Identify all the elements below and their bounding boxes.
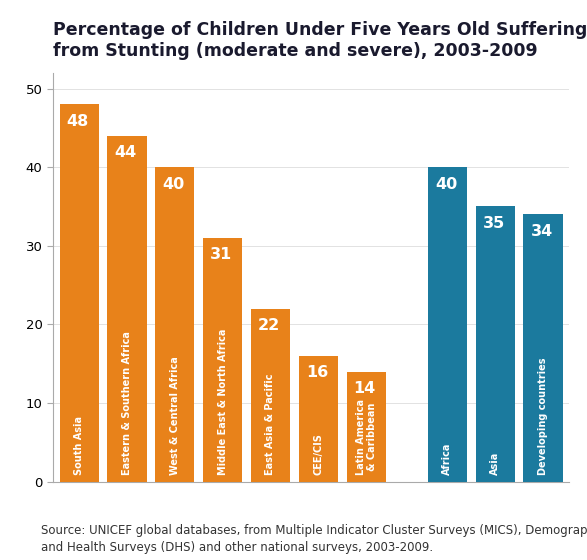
Text: Africa: Africa [443,443,453,475]
Text: East Asia & Pacific: East Asia & Pacific [265,374,275,475]
Text: 31: 31 [210,248,232,262]
Bar [428,167,467,482]
Bar [59,104,99,482]
Bar [475,207,515,482]
Text: Percentage of Children Under Five Years Old Suffering
from Stunting (moderate an: Percentage of Children Under Five Years … [53,21,587,60]
Text: 16: 16 [306,365,328,380]
Text: Asia: Asia [490,452,500,475]
Text: 40: 40 [435,176,457,192]
Bar [299,356,338,482]
Text: 34: 34 [531,224,553,239]
Bar [524,214,563,482]
Bar [203,238,242,482]
Bar [155,167,194,482]
Bar [251,309,290,482]
Text: 22: 22 [258,318,280,333]
Text: Middle East & North Africa: Middle East & North Africa [218,329,228,475]
Text: 14: 14 [353,381,376,396]
Bar [346,371,386,482]
Text: South Asia: South Asia [74,416,84,475]
Text: Eastern & Southern Africa: Eastern & Southern Africa [122,332,132,475]
Text: 35: 35 [483,216,505,231]
Text: 48: 48 [66,114,89,129]
Text: West & Central Africa: West & Central Africa [170,357,180,475]
Bar [107,136,147,482]
Text: 44: 44 [114,145,137,160]
Text: Developing countries: Developing countries [538,358,548,475]
Text: 40: 40 [162,176,184,192]
Text: CEE/CIS: CEE/CIS [313,433,323,475]
Text: Source: UNICEF global databases, from Multiple Indicator Cluster Surveys (MICS),: Source: UNICEF global databases, from Mu… [41,524,587,554]
Text: Latin America
& Caribbean: Latin America & Caribbean [356,399,376,475]
